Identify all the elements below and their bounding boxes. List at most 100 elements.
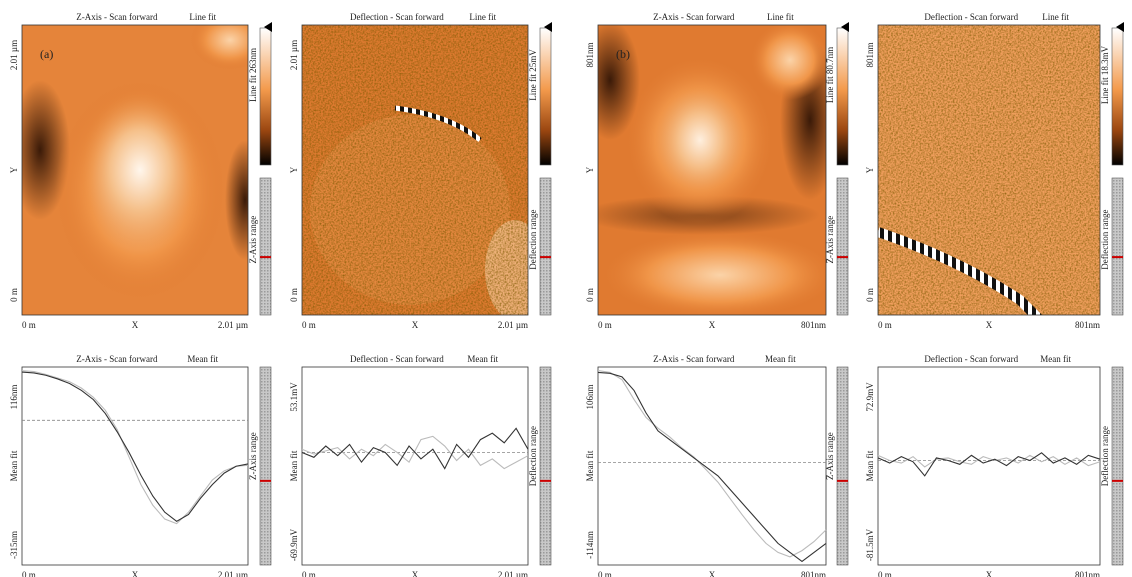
x-max-label: 2.01 µm (498, 570, 528, 577)
range-marker (260, 479, 271, 482)
profile-line (21, 370, 249, 525)
y-max-label: 801nm (585, 42, 595, 67)
x-axis-label: X (986, 320, 993, 330)
plot-frame (877, 24, 1101, 316)
panel-title: Deflection - Scan forward (924, 354, 1018, 364)
x-max-label: 2.01 µm (218, 320, 248, 330)
range-marker (540, 479, 551, 482)
panel-tag: (a) (40, 47, 53, 61)
y-axis-label: Y (9, 166, 19, 173)
range-marker (540, 256, 551, 259)
profile-line (301, 427, 529, 470)
y-axis-label: Mean fit (585, 450, 595, 481)
range-marker (837, 479, 848, 482)
range-bar (539, 177, 552, 316)
y-max-label: 801nm (865, 42, 875, 67)
range-bar (1111, 177, 1124, 316)
panel-mode: Line fit (1042, 12, 1069, 22)
x-axis-label: X (132, 320, 139, 330)
range-marker (837, 256, 848, 259)
scale-label: Line fit 25mV (528, 49, 538, 101)
panel-tag: (b) (616, 47, 630, 61)
y-max-label: 53.1mV (289, 382, 299, 412)
y-max-label: 2.01 µm (9, 40, 19, 70)
y-max-label: 72.9mV (865, 382, 875, 412)
panel-mode: Line fit (189, 12, 216, 22)
color-bar (836, 27, 849, 166)
range-marker (1112, 479, 1123, 482)
y-min-label: 0 m (9, 288, 19, 302)
y-axis-label: Y (585, 166, 595, 173)
x-max-label: 801nm (1075, 570, 1100, 577)
profile-line (877, 454, 1101, 468)
panel-mode: Line fit (767, 12, 794, 22)
y-axis-label: Y (865, 166, 875, 173)
panel-title: Deflection - Scan forward (350, 354, 444, 364)
x-axis-label: X (412, 570, 419, 577)
range-label: Deflection range (1100, 426, 1110, 486)
x-max-label: 801nm (1075, 320, 1100, 330)
plot-frame (21, 366, 249, 566)
y-min-label: -315nm (9, 531, 19, 559)
x-max-label: 801nm (801, 320, 826, 330)
range-label: Z-Axis range (825, 216, 835, 264)
x-min-label: 0 m (598, 320, 612, 330)
afm-image (598, 25, 826, 315)
y-min-label: -81.5mV (865, 528, 875, 561)
x-min-label: 0 m (598, 570, 612, 577)
x-min-label: 0 m (878, 570, 892, 577)
afm-image (22, 25, 248, 315)
y-max-label: 106nm (585, 384, 595, 409)
y-min-label: 0 m (585, 288, 595, 302)
range-bar (836, 366, 849, 566)
color-bar-arrow (841, 22, 849, 32)
color-bar-arrow (264, 22, 272, 32)
y-axis-label: Mean fit (289, 450, 299, 481)
y-axis-label: Mean fit (9, 450, 19, 481)
range-bar (259, 366, 272, 566)
panel-title: Z-Axis - Scan forward (653, 12, 735, 22)
panel-mode: Mean fit (467, 354, 498, 364)
panel-title: Z-Axis - Scan forward (76, 354, 158, 364)
panel-mode: Line fit (469, 12, 496, 22)
x-max-label: 801nm (801, 570, 826, 577)
range-label: Z-Axis range (248, 432, 258, 480)
range-label: Deflection range (1100, 210, 1110, 270)
y-min-label: 0 m (865, 288, 875, 302)
range-label: Deflection range (528, 210, 538, 270)
plot-frame (597, 366, 827, 566)
x-min-label: 0 m (878, 320, 892, 330)
range-bar (1111, 366, 1124, 566)
panel-mode: Mean fit (765, 354, 796, 364)
profile-line (597, 370, 827, 558)
panel-mode: Mean fit (187, 354, 218, 364)
y-axis-label: Mean fit (865, 450, 875, 481)
y-min-label: 0 m (289, 288, 299, 302)
profile-line (21, 371, 249, 523)
panel-mode: Mean fit (1040, 354, 1071, 364)
plot-frame (301, 366, 529, 566)
color-bar (259, 27, 272, 166)
x-axis-label: X (132, 570, 139, 577)
x-axis-label: X (709, 320, 716, 330)
panel-title: Deflection - Scan forward (924, 12, 1018, 22)
y-axis-label: Y (289, 166, 299, 173)
plot-frame (21, 24, 249, 316)
x-max-label: 2.01 µm (498, 320, 528, 330)
y-max-label: 116nm (9, 385, 19, 410)
panel-title: Z-Axis - Scan forward (653, 354, 735, 364)
y-max-label: 2.01 µm (289, 40, 299, 70)
y-min-label: -69.9mV (289, 528, 299, 561)
color-bar-arrow (1116, 22, 1124, 32)
panel-title: Z-Axis - Scan forward (76, 12, 158, 22)
x-min-label: 0 m (302, 320, 316, 330)
range-marker (1112, 256, 1123, 259)
range-bar (539, 366, 552, 566)
profile-line (301, 435, 529, 470)
x-axis-label: X (412, 320, 419, 330)
scale-label: Line fit 80.7nm (825, 47, 835, 103)
x-min-label: 0 m (22, 320, 36, 330)
scale-label: Line fit 18.3mV (1100, 45, 1110, 104)
plot-frame (597, 24, 827, 316)
